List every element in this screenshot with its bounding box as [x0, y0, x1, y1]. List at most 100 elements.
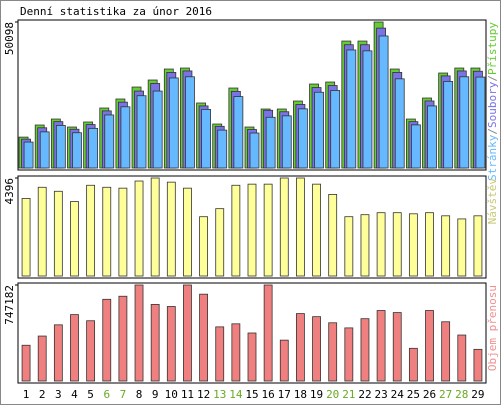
bar: [473, 348, 483, 382]
bar: [298, 108, 308, 169]
x-tick-label: 18: [294, 388, 307, 401]
x-tick-label: 16: [262, 388, 275, 401]
x-tick-label: 17: [278, 388, 291, 401]
x-tick-label: 15: [245, 388, 258, 401]
bar: [150, 304, 160, 382]
bar: [183, 284, 192, 382]
bar: [37, 186, 47, 277]
bar: [134, 284, 144, 382]
bar: [183, 187, 192, 277]
legend-entry: Soubory: [486, 81, 499, 128]
x-tick-label: 25: [407, 388, 420, 401]
bar: [21, 344, 31, 382]
bar: [104, 114, 115, 169]
bar: [279, 339, 289, 382]
x-tick-label: 8: [136, 388, 143, 401]
bar: [408, 347, 418, 382]
bar: [134, 180, 144, 277]
x-tick-label: 6: [103, 388, 110, 401]
legend-entry: Návštěv: [486, 178, 499, 225]
bar: [70, 314, 79, 382]
legend-entry: Objem přenosu: [486, 285, 499, 371]
x-tick-label: 22: [358, 388, 371, 401]
bar: [21, 198, 31, 277]
bar: [233, 96, 244, 169]
x-tick-label: 23: [374, 388, 387, 401]
bar: [279, 177, 289, 277]
chart-title: Denní statistika za únor 2016: [20, 5, 212, 18]
bar: [168, 77, 179, 169]
bar: [215, 208, 225, 277]
bar: [247, 332, 257, 382]
x-tick-label: 12: [197, 388, 210, 401]
bar: [152, 90, 163, 169]
bar: [425, 212, 434, 277]
bar: [86, 184, 96, 277]
legend: Návštěv: [486, 178, 499, 225]
bar: [441, 215, 451, 277]
bar: [427, 105, 437, 169]
bar: [23, 141, 34, 169]
bar: [296, 313, 305, 382]
bar: [392, 212, 402, 277]
bar: [150, 177, 160, 277]
legend-entry: Stránky: [486, 134, 499, 181]
bar: [70, 201, 79, 277]
bar: [346, 49, 357, 169]
x-tick-label: 2: [39, 388, 46, 401]
bar: [425, 310, 434, 382]
bar: [344, 327, 354, 382]
bar: [86, 320, 96, 382]
bar: [231, 323, 241, 382]
bar: [376, 310, 386, 382]
x-tick-label: 21: [342, 388, 355, 401]
bar: [475, 76, 486, 169]
bar: [118, 187, 128, 277]
bar: [376, 212, 386, 277]
bar: [185, 76, 195, 169]
bar: [120, 106, 131, 169]
bar: [263, 183, 273, 277]
bar: [473, 215, 483, 277]
x-tick-label: 11: [181, 388, 194, 401]
bar: [201, 109, 211, 169]
bar: [408, 213, 418, 277]
bar: [281, 115, 292, 169]
x-tick-label: 1: [23, 388, 30, 401]
x-tick-label: 5: [87, 388, 94, 401]
bar: [344, 216, 354, 277]
bar: [39, 131, 50, 169]
bar: [394, 78, 405, 169]
legend-separator: /: [486, 75, 499, 82]
bar: [410, 124, 421, 169]
bar: [72, 132, 82, 169]
legend: Stránky/Soubory/Přístupy: [486, 22, 499, 181]
x-tick-label: 29: [471, 388, 484, 401]
bar: [330, 90, 341, 169]
bar: [249, 132, 260, 169]
bar: [265, 116, 276, 169]
bar: [53, 190, 63, 277]
bar: [217, 129, 228, 169]
bar: [443, 81, 454, 169]
bar: [263, 284, 273, 382]
bar: [53, 324, 63, 382]
bar: [312, 316, 321, 382]
bar: [360, 318, 370, 382]
x-tick-label: 24: [391, 388, 405, 401]
bar: [166, 181, 176, 277]
legend: Objem přenosu: [486, 285, 499, 371]
bar: [459, 76, 470, 169]
bar: [136, 95, 147, 169]
x-tick-label: 19: [310, 388, 323, 401]
x-tick-label: 4: [71, 388, 78, 401]
x-tick-label: 9: [152, 388, 159, 401]
x-tick-label: 20: [326, 388, 339, 401]
bar: [247, 183, 257, 277]
x-tick-label: 28: [455, 388, 468, 401]
bar: [312, 183, 321, 277]
bar: [55, 125, 66, 169]
bar: [102, 298, 112, 382]
bar: [328, 322, 338, 382]
x-tick-label: 26: [423, 388, 436, 401]
